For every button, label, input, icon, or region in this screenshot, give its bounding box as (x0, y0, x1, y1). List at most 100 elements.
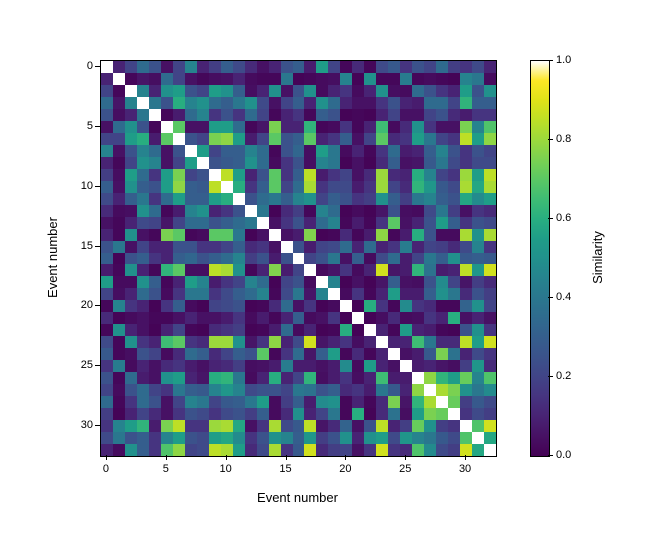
heatmap-cell (376, 133, 388, 145)
heatmap-cell (197, 276, 209, 288)
x-tick-label: 25 (390, 463, 420, 475)
heatmap-cell (257, 217, 269, 229)
heatmap-cell (197, 217, 209, 229)
heatmap-cell (460, 193, 472, 205)
heatmap-cell (424, 85, 436, 97)
heatmap-cell (316, 205, 328, 217)
heatmap-cell (436, 241, 448, 253)
heatmap-cell (293, 420, 305, 432)
heatmap-cell (472, 348, 484, 360)
heatmap-cell (221, 336, 233, 348)
heatmap-cell (281, 157, 293, 169)
heatmap-cell (316, 85, 328, 97)
heatmap-cell (101, 264, 113, 276)
heatmap-cell (304, 372, 316, 384)
heatmap-cell (293, 157, 305, 169)
heatmap-cell (304, 169, 316, 181)
heatmap-cell (448, 229, 460, 241)
heatmap-cell (460, 300, 472, 312)
heatmap-cell (293, 61, 305, 73)
heatmap-cell (149, 157, 161, 169)
heatmap-cell (340, 217, 352, 229)
heatmap-cell (448, 217, 460, 229)
heatmap-cell (340, 312, 352, 324)
heatmap-cell (376, 205, 388, 217)
heatmap-cell (269, 384, 281, 396)
heatmap-cell (340, 336, 352, 348)
heatmap-cell (149, 324, 161, 336)
heatmap-cell (484, 229, 496, 241)
heatmap-cell (328, 145, 340, 157)
heatmap-cell (257, 157, 269, 169)
heatmap-cell (436, 444, 448, 456)
heatmap-cell (293, 193, 305, 205)
x-tick-label: 10 (211, 463, 241, 475)
heatmap-cell (460, 181, 472, 193)
heatmap-cell (364, 85, 376, 97)
heatmap-cell (149, 205, 161, 217)
heatmap-cell (376, 61, 388, 73)
heatmap-cell (173, 229, 185, 241)
heatmap-cell (400, 432, 412, 444)
heatmap-cell (101, 205, 113, 217)
heatmap-cell (304, 133, 316, 145)
heatmap-cell (388, 336, 400, 348)
heatmap-cell (221, 205, 233, 217)
heatmap-cell (316, 97, 328, 109)
heatmap-cell (472, 229, 484, 241)
heatmap-cell (304, 193, 316, 205)
heatmap-cell (388, 61, 400, 73)
heatmap-cell (209, 372, 221, 384)
heatmap-cell (400, 288, 412, 300)
heatmap-cell (125, 324, 137, 336)
heatmap-cell (137, 384, 149, 396)
heatmap-cell (125, 300, 137, 312)
heatmap-cell (364, 193, 376, 205)
heatmap-cell (364, 217, 376, 229)
heatmap-cell (221, 324, 233, 336)
heatmap-cell (304, 444, 316, 456)
heatmap-cell (173, 384, 185, 396)
heatmap-cell (352, 300, 364, 312)
heatmap-cell (316, 253, 328, 265)
heatmap-cell (221, 348, 233, 360)
heatmap-cell (328, 133, 340, 145)
heatmap-cell (436, 205, 448, 217)
y-tick-label: 20 (68, 299, 93, 311)
heatmap-cell (185, 348, 197, 360)
heatmap-cell (173, 205, 185, 217)
heatmap-cell (412, 121, 424, 133)
heatmap-cell (197, 348, 209, 360)
heatmap-cell (484, 121, 496, 133)
heatmap-cell (101, 85, 113, 97)
heatmap-cell (281, 121, 293, 133)
heatmap-cell (484, 97, 496, 109)
heatmap-cell (460, 360, 472, 372)
heatmap-cell (209, 300, 221, 312)
heatmap-cell (161, 372, 173, 384)
heatmap-cell (328, 97, 340, 109)
heatmap-cell (376, 360, 388, 372)
heatmap-cell (185, 169, 197, 181)
heatmap-cell (328, 205, 340, 217)
heatmap-cell (340, 121, 352, 133)
heatmap-cell (173, 97, 185, 109)
heatmap-cell (245, 157, 257, 169)
heatmap-cell (460, 312, 472, 324)
heatmap-cell (233, 348, 245, 360)
heatmap-cell (269, 408, 281, 420)
heatmap-cell (197, 61, 209, 73)
heatmap-cell (388, 145, 400, 157)
heatmap-cell (269, 97, 281, 109)
heatmap-cell (245, 85, 257, 97)
heatmap-cell (149, 241, 161, 253)
heatmap-cell (245, 133, 257, 145)
heatmap-cell (400, 324, 412, 336)
heatmap-cell (125, 360, 137, 372)
heatmap-cell (388, 85, 400, 97)
heatmap-cell (137, 300, 149, 312)
heatmap-cell (281, 276, 293, 288)
heatmap-cell (257, 288, 269, 300)
heatmap-cell (316, 133, 328, 145)
heatmap-cell (352, 312, 364, 324)
